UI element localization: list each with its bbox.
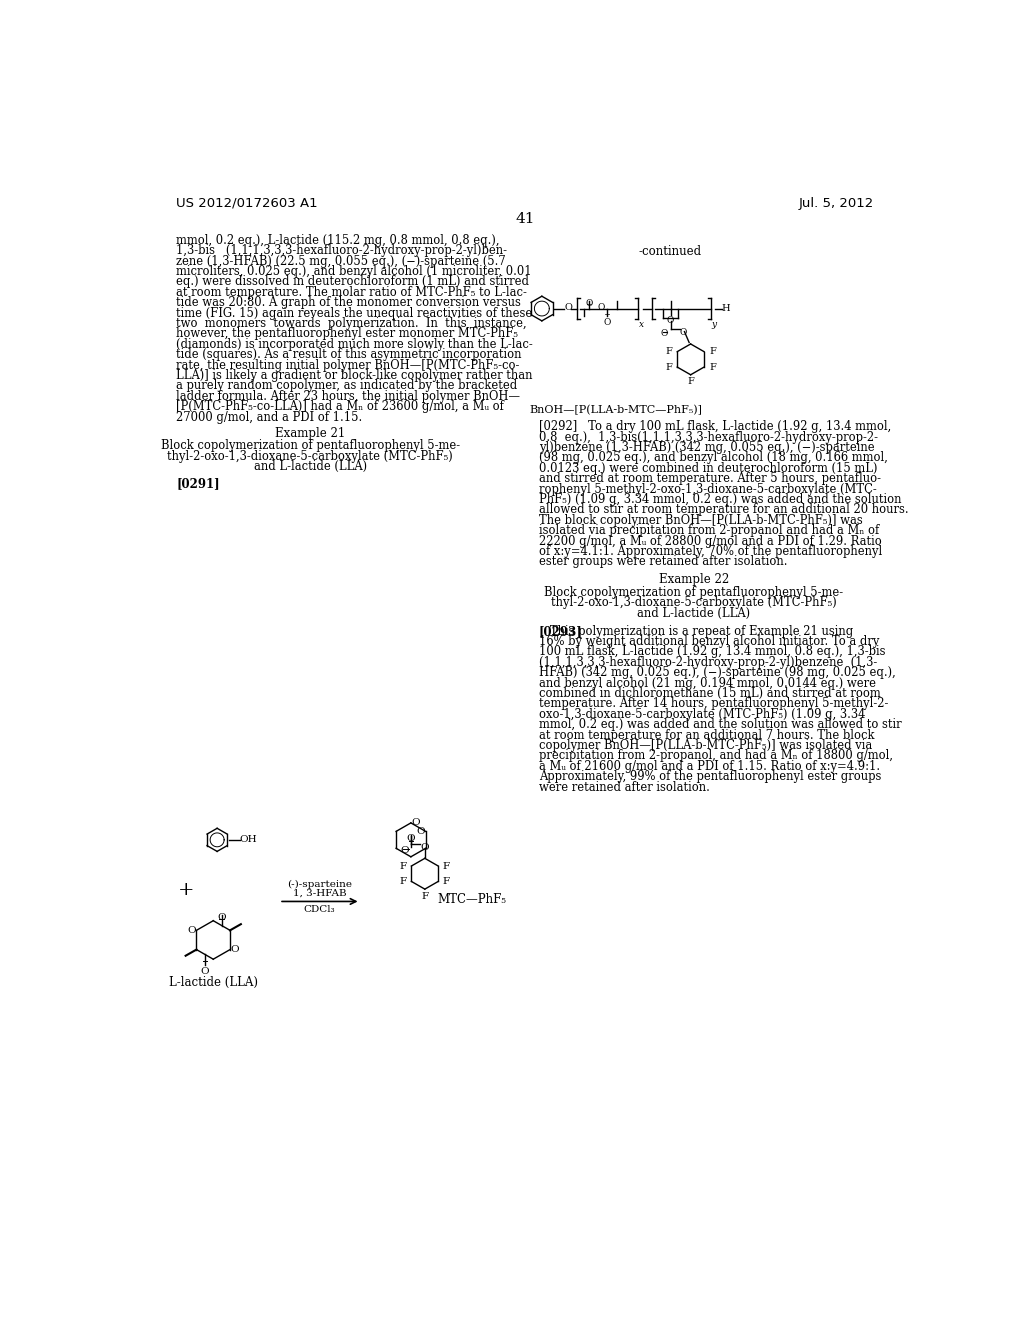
Text: F: F [709,347,716,356]
Text: were retained after isolation.: were retained after isolation. [539,780,710,793]
Text: (98 mg, 0.025 eq.), and benzyl alcohol (18 mg, 0.166 mmol,: (98 mg, 0.025 eq.), and benzyl alcohol (… [539,451,888,465]
Text: and L-lactide (LLA): and L-lactide (LLA) [254,461,367,474]
Text: LLA)] is likely a gradient or block-like copolymer rather than: LLA)] is likely a gradient or block-like… [176,370,532,381]
Text: O: O [603,318,610,327]
Text: 0.8  eq.),  1,3-bis(1,1,1,3,3,3-hexafluoro-2-hydroxy-prop-2-: 0.8 eq.), 1,3-bis(1,1,1,3,3,3-hexafluoro… [539,430,878,444]
Text: and benzyl alcohol (21 mg, 0.194 mmol, 0.0144 eq.) were: and benzyl alcohol (21 mg, 0.194 mmol, 0… [539,677,876,689]
Text: O: O [407,834,415,842]
Text: F: F [443,862,451,870]
Text: at room temperature for an additional 7 hours. The block: at room temperature for an additional 7 … [539,729,874,742]
Text: 16% by weight additional benzyl alcohol initiator. To a dry: 16% by weight additional benzyl alcohol … [539,635,880,648]
Text: ladder formula. After 23 hours, the initial polymer BnOH—: ladder formula. After 23 hours, the init… [176,389,520,403]
Text: F: F [399,862,407,870]
Text: 1,3-bis   (1,1,1,3,3,3-hexafluoro-2-hydroxy-prop-2-yl)ben-: 1,3-bis (1,1,1,3,3,3-hexafluoro-2-hydrox… [176,244,507,257]
Text: Example 21: Example 21 [275,428,345,440]
Text: F: F [443,876,451,886]
Text: rate, the resulting initial polymer BnOH—[P(MTC-PhF₅-co-: rate, the resulting initial polymer BnOH… [176,359,519,372]
Text: (-)-sparteine: (-)-sparteine [287,880,352,890]
Text: [P(MTC-PhF₅-co-LLA)] had a Mₙ of 23600 g/mol, a Mᵤ of: [P(MTC-PhF₅-co-LLA)] had a Mₙ of 23600 g… [176,400,504,413]
Text: OH: OH [240,836,257,845]
Text: O: O [586,300,593,309]
Text: 22200 g/mol, a Mᵤ of 28800 g/mol and a PDI of 1.29. Ratio: 22200 g/mol, a Mᵤ of 28800 g/mol and a P… [539,535,882,548]
Text: O: O [680,327,687,337]
Text: O: O [667,317,674,325]
Text: O: O [412,818,420,828]
Text: temperature. After 14 hours, pentafluorophenyl 5-methyl-2-: temperature. After 14 hours, pentafluoro… [539,697,888,710]
Text: oxo-1,3-dioxane-5-carboxylate (MTC-PhF₅) (1.09 g, 3.34: oxo-1,3-dioxane-5-carboxylate (MTC-PhF₅)… [539,708,865,721]
Text: L-lactide (LLA): L-lactide (LLA) [169,977,258,989]
Text: a purely random copolymer, as indicated by the bracketed: a purely random copolymer, as indicated … [176,379,517,392]
Text: BnOH—[P(LLA-b-MTC—PhF₅)]: BnOH—[P(LLA-b-MTC—PhF₅)] [529,405,702,416]
Text: precipitation from 2-propanol, and had a Mₙ of 18800 g/mol,: precipitation from 2-propanol, and had a… [539,750,893,763]
Text: 1, 3-HFAB: 1, 3-HFAB [293,888,346,898]
Text: [0291]: [0291] [176,477,220,490]
Text: O: O [187,925,196,935]
Text: O: O [416,826,425,836]
Text: H: H [722,304,730,313]
Text: mmol, 0.2 eq.), L-lactide (115.2 mg, 0.8 mmol, 0.8 eq.),: mmol, 0.2 eq.), L-lactide (115.2 mg, 0.8… [176,234,500,247]
Text: O: O [400,846,409,855]
Text: copolymer BnOH—[P(LLA-b-MTC-PhF₅)] was isolated via: copolymer BnOH—[P(LLA-b-MTC-PhF₅)] was i… [539,739,872,752]
Text: This polymerization is a repeat of Example 21 using: This polymerization is a repeat of Examp… [539,624,853,638]
Text: Block copolymerization of pentafluorophenyl 5-me-: Block copolymerization of pentafluorophe… [161,440,460,453]
Text: at room temperature. The molar ratio of MTC-PhF₅ to L-lac-: at room temperature. The molar ratio of … [176,286,527,298]
Text: isolated via precipitation from 2-propanol and had a Mₙ of: isolated via precipitation from 2-propan… [539,524,879,537]
Text: 100 mL flask, L-lactide (1.92 g, 13.4 mmol, 0.8 eq.), 1,3-bis: 100 mL flask, L-lactide (1.92 g, 13.4 mm… [539,645,886,659]
Text: two  monomers  towards  polymerization.  In  this  instance,: two monomers towards polymerization. In … [176,317,526,330]
Text: CDCl₃: CDCl₃ [303,906,335,915]
Text: O: O [217,913,226,923]
Text: Approximately, 99% of the pentafluorophenyl ester groups: Approximately, 99% of the pentafluorophe… [539,770,881,783]
Text: Example 22: Example 22 [658,573,729,586]
Text: F: F [687,378,694,387]
Text: time (FIG. 15) again reveals the unequal reactivities of these: time (FIG. 15) again reveals the unequal… [176,306,532,319]
Text: and stirred at room temperature. After 5 hours, pentafluo-: and stirred at room temperature. After 5… [539,473,881,486]
Text: F: F [666,363,673,371]
Text: [0293]: [0293] [539,624,583,638]
Text: a Mᵤ of 21600 g/mol and a PDI of 1.15. Ratio of x:y=4.9:1.: a Mᵤ of 21600 g/mol and a PDI of 1.15. R… [539,760,880,772]
Text: rophenyl 5-methyl-2-oxo-1,3-dioxane-5-carboxylate (MTC-: rophenyl 5-methyl-2-oxo-1,3-dioxane-5-ca… [539,483,877,495]
Text: O: O [420,843,429,851]
Text: tide was 20:80. A graph of the monomer conversion versus: tide was 20:80. A graph of the monomer c… [176,296,521,309]
Text: US 2012/0172603 A1: US 2012/0172603 A1 [176,197,317,210]
Text: PhF₅) (1.09 g, 3.34 mmol, 0.2 eq.) was added and the solution: PhF₅) (1.09 g, 3.34 mmol, 0.2 eq.) was a… [539,492,901,506]
Text: The block copolymer BnOH—[P(LLA-b-MTC-PhF₅)] was: The block copolymer BnOH—[P(LLA-b-MTC-Ph… [539,513,862,527]
Text: O: O [230,945,240,954]
Text: ester groups were retained after isolation.: ester groups were retained after isolati… [539,556,787,569]
Text: O: O [564,304,572,313]
Text: 0.0123 eq.) were combined in deuterochloroform (15 mL): 0.0123 eq.) were combined in deuterochlo… [539,462,878,475]
Text: Jul. 5, 2012: Jul. 5, 2012 [799,197,873,210]
Text: (diamonds) is incorporated much more slowly than the L-lac-: (diamonds) is incorporated much more slo… [176,338,532,351]
Text: thyl-2-oxo-1,3-dioxane-5-carboxylate (MTC-PhF₅): thyl-2-oxo-1,3-dioxane-5-carboxylate (MT… [167,450,453,463]
Text: HFAB) (342 mg, 0.025 eq.), (−)-sparteine (98 mg, 0.025 eq.),: HFAB) (342 mg, 0.025 eq.), (−)-sparteine… [539,667,896,680]
Text: eq.) were dissolved in deuterochloroform (1 mL) and stirred: eq.) were dissolved in deuterochloroform… [176,276,529,289]
Text: O: O [201,966,209,975]
Text: F: F [399,876,407,886]
Text: x: x [639,321,644,329]
Text: zene (1,3-HFAB) (22.5 mg, 0.055 eq.), (−)-sparteine (5.7: zene (1,3-HFAB) (22.5 mg, 0.055 eq.), (−… [176,255,506,268]
Text: tide (squares). As a result of this asymmetric incorporation: tide (squares). As a result of this asym… [176,348,521,362]
Text: combined in dichloromethane (15 mL) and stirred at room: combined in dichloromethane (15 mL) and … [539,686,881,700]
Text: 41: 41 [515,213,535,226]
Text: y: y [712,321,717,329]
Text: O: O [660,330,668,338]
Text: +: + [178,880,195,899]
Text: of x:y=4.1:1. Approximately, 70% of the pentafluorophenyl: of x:y=4.1:1. Approximately, 70% of the … [539,545,882,558]
Text: thyl-2-oxo-1,3-dioxane-5-carboxylate (MTC-PhF₅): thyl-2-oxo-1,3-dioxane-5-carboxylate (MT… [551,597,837,609]
Text: (1,1,1,3,3,3-hexafluoro-2-hydroxy-prop-2-yl)benzene  (1,3-: (1,1,1,3,3,3-hexafluoro-2-hydroxy-prop-2… [539,656,877,669]
Text: Block copolymerization of pentafluorophenyl 5-me-: Block copolymerization of pentafluorophe… [544,586,844,599]
Text: however, the pentafluorophenyl ester monomer MTC-PhF₅: however, the pentafluorophenyl ester mon… [176,327,518,341]
Text: allowed to stir at room temperature for an additional 20 hours.: allowed to stir at room temperature for … [539,503,908,516]
Text: MTC—PhF₅: MTC—PhF₅ [437,892,506,906]
Text: and L-lactide (LLA): and L-lactide (LLA) [637,607,751,619]
Text: mmol, 0.2 eq.) was added and the solution was allowed to stir: mmol, 0.2 eq.) was added and the solutio… [539,718,901,731]
Text: F: F [421,891,428,900]
Text: yl)benzene (1,3-HFAB) (342 mg, 0.055 eq.), (−)-sparteine: yl)benzene (1,3-HFAB) (342 mg, 0.055 eq.… [539,441,874,454]
Text: [0292]   To a dry 100 mL flask, L-lactide (1.92 g, 13.4 mmol,: [0292] To a dry 100 mL flask, L-lactide … [539,420,891,433]
Text: F: F [666,347,673,356]
Text: O: O [598,304,605,313]
Text: 27000 g/mol, and a PDI of 1.15.: 27000 g/mol, and a PDI of 1.15. [176,411,362,424]
Text: F: F [709,363,716,371]
Text: microliters, 0.025 eq.), and benzyl alcohol (1 microliter, 0.01: microliters, 0.025 eq.), and benzyl alco… [176,265,531,279]
Text: -continued: -continued [639,244,702,257]
